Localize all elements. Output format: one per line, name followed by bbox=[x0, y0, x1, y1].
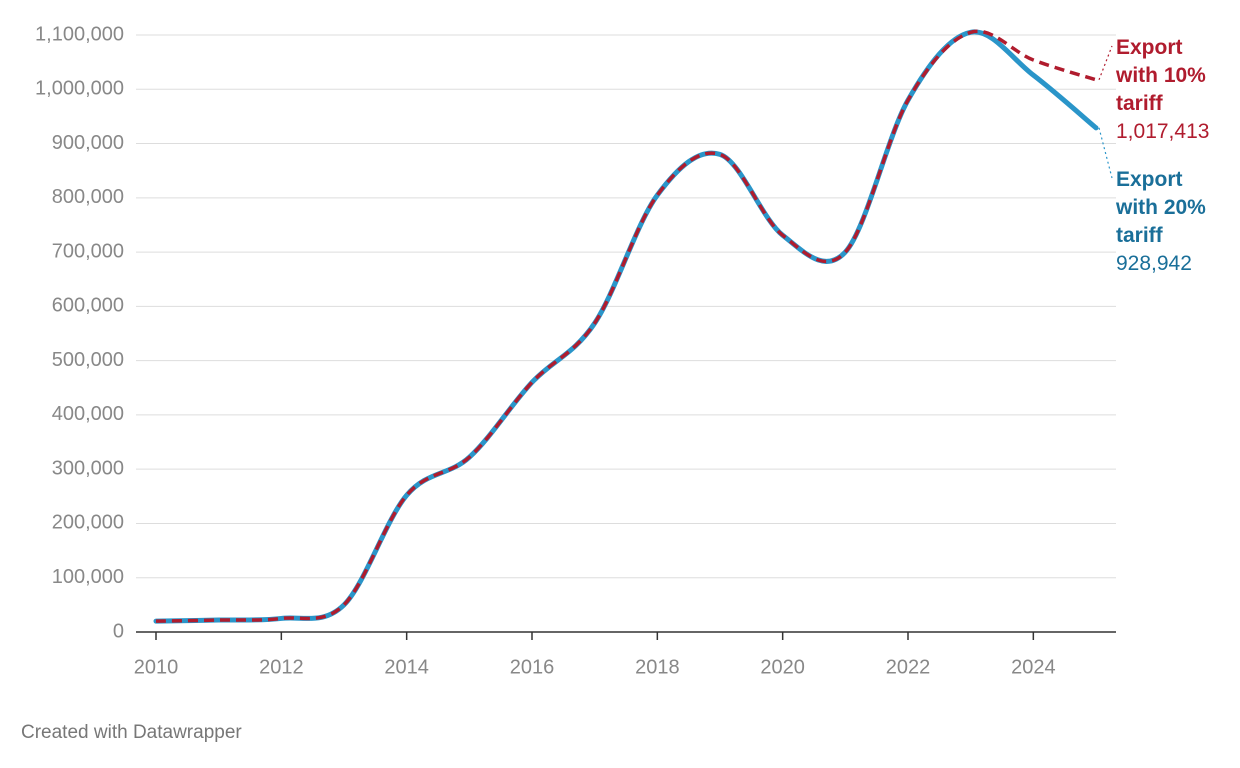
label-connector bbox=[1098, 45, 1113, 81]
y-tick-label: 1,100,000 bbox=[35, 23, 124, 45]
x-tick-label: 2016 bbox=[510, 656, 555, 678]
x-tick-label: 2022 bbox=[886, 656, 931, 678]
x-tick-label: 2020 bbox=[760, 656, 805, 678]
series-name: Export with 10% tariff bbox=[1116, 36, 1206, 115]
value-label: 1,017,413 bbox=[1116, 120, 1210, 143]
x-tick-label: 2010 bbox=[134, 656, 179, 678]
y-tick-label: 100,000 bbox=[52, 566, 124, 588]
series-label: Export with 10% tariff 1,017,413 bbox=[1116, 34, 1226, 146]
x-tick-label: 2012 bbox=[259, 656, 304, 678]
y-tick-label: 500,000 bbox=[52, 349, 124, 371]
series-line bbox=[153, 29, 1099, 624]
value-label: 928,942 bbox=[1116, 252, 1192, 275]
footer: Created with Datawrapper bbox=[21, 722, 242, 743]
y-tick-label: 0 bbox=[113, 620, 124, 642]
y-tick-label: 800,000 bbox=[52, 186, 124, 208]
label-connector bbox=[1098, 127, 1113, 179]
x-tick-label: 2014 bbox=[384, 656, 429, 678]
series-label: Export with 20% tariff 928,942 bbox=[1116, 166, 1226, 278]
x-tick-label: 2024 bbox=[1011, 656, 1056, 678]
y-tick-label: 600,000 bbox=[52, 295, 124, 317]
y-tick-label: 900,000 bbox=[52, 132, 124, 154]
y-tick-label: 200,000 bbox=[52, 512, 124, 534]
y-tick-label: 400,000 bbox=[52, 403, 124, 425]
y-tick-label: 700,000 bbox=[52, 240, 124, 262]
y-tick-label: 1,000,000 bbox=[35, 78, 124, 100]
series-name: Export with 20% tariff bbox=[1116, 168, 1206, 247]
x-tick-label: 2018 bbox=[635, 656, 680, 678]
y-tick-label: 300,000 bbox=[52, 457, 124, 479]
series-line bbox=[155, 29, 1097, 623]
